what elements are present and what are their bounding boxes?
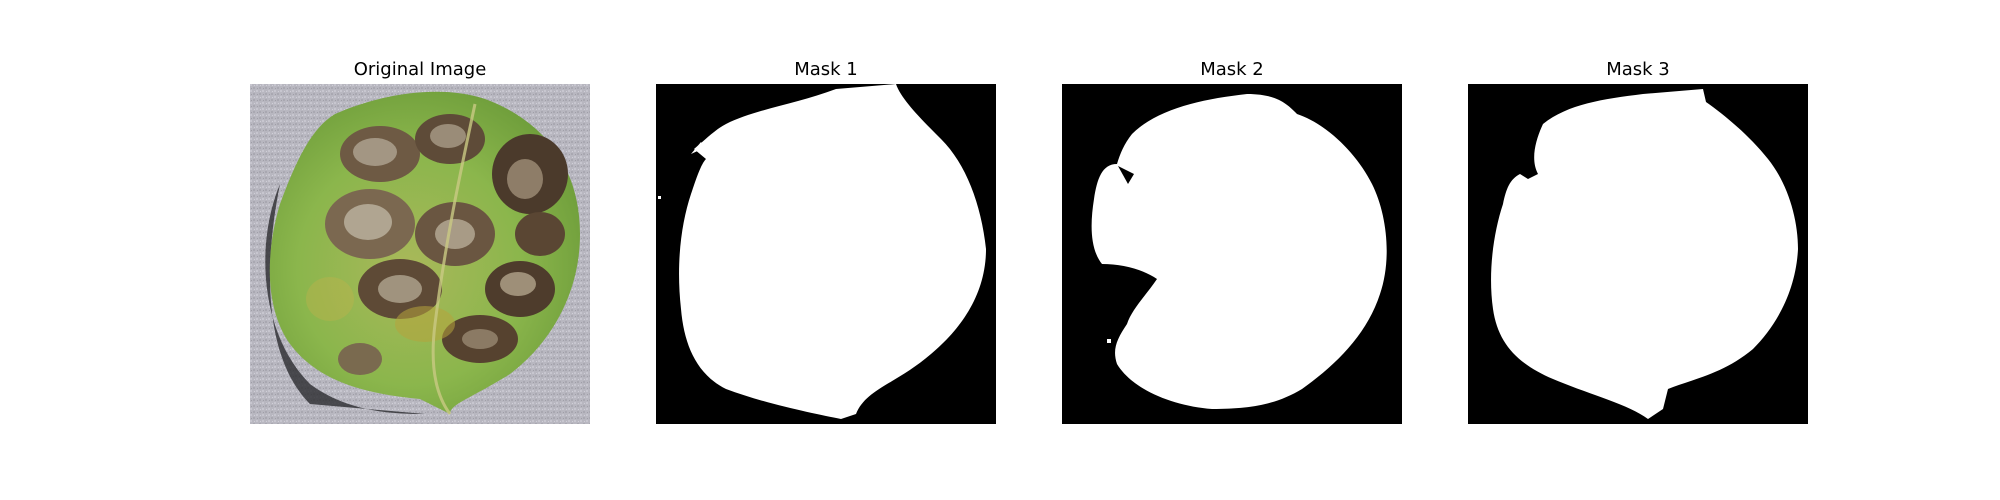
panel-original-image: Original Image bbox=[250, 0, 590, 500]
panel-mask-3: Mask 3 bbox=[1468, 0, 1808, 500]
panel-title-original-image: Original Image bbox=[353, 59, 487, 80]
panel-title-mask-3: Mask 3 bbox=[1606, 59, 1670, 80]
mask-3-image bbox=[1468, 84, 1808, 424]
panel-title-mask-1: Mask 1 bbox=[794, 59, 858, 80]
panel-mask-1: Mask 1 bbox=[656, 0, 996, 500]
panel-mask-2: Mask 2 bbox=[1062, 0, 1402, 500]
original-leaf-image bbox=[250, 84, 590, 424]
panel-title-mask-2: Mask 2 bbox=[1200, 59, 1264, 80]
mask-1-image bbox=[656, 84, 996, 424]
mask-2-image bbox=[1062, 84, 1402, 424]
